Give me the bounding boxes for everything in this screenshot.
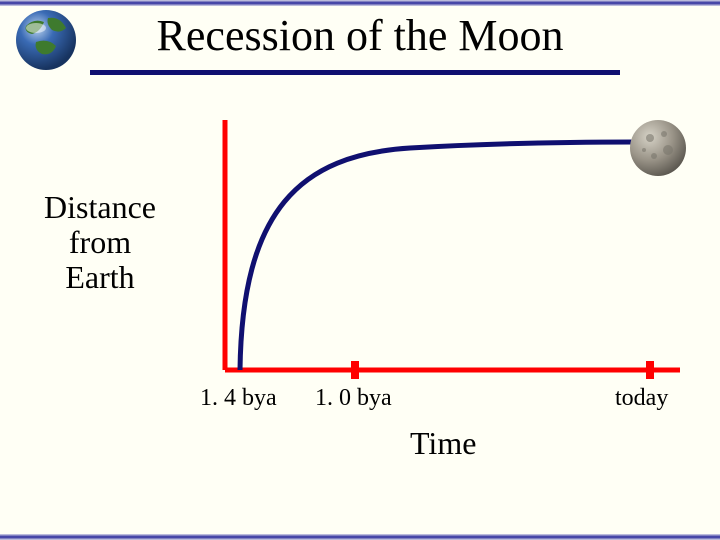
ylabel-line: Distance: [44, 189, 156, 225]
chart-svg: [210, 120, 690, 380]
recession-chart: 1. 4 bya 1. 0 bya today Time: [210, 120, 690, 380]
bottom-border-bar: [0, 534, 720, 540]
ylabel-line: Earth: [65, 259, 134, 295]
xtick-label-0: 1. 4 bya: [200, 385, 277, 412]
slide-title: Recession of the Moon: [0, 10, 720, 61]
xtick-label-1: 1. 0 bya: [315, 385, 392, 412]
top-border-bar: [0, 0, 720, 6]
moon-icon: [630, 120, 686, 181]
y-axis-label: Distance from Earth: [10, 190, 190, 296]
title-underline: [90, 70, 620, 75]
x-axis-label: Time: [410, 425, 476, 462]
ylabel-line: from: [69, 224, 131, 260]
xtick-label-2: today: [615, 385, 668, 412]
